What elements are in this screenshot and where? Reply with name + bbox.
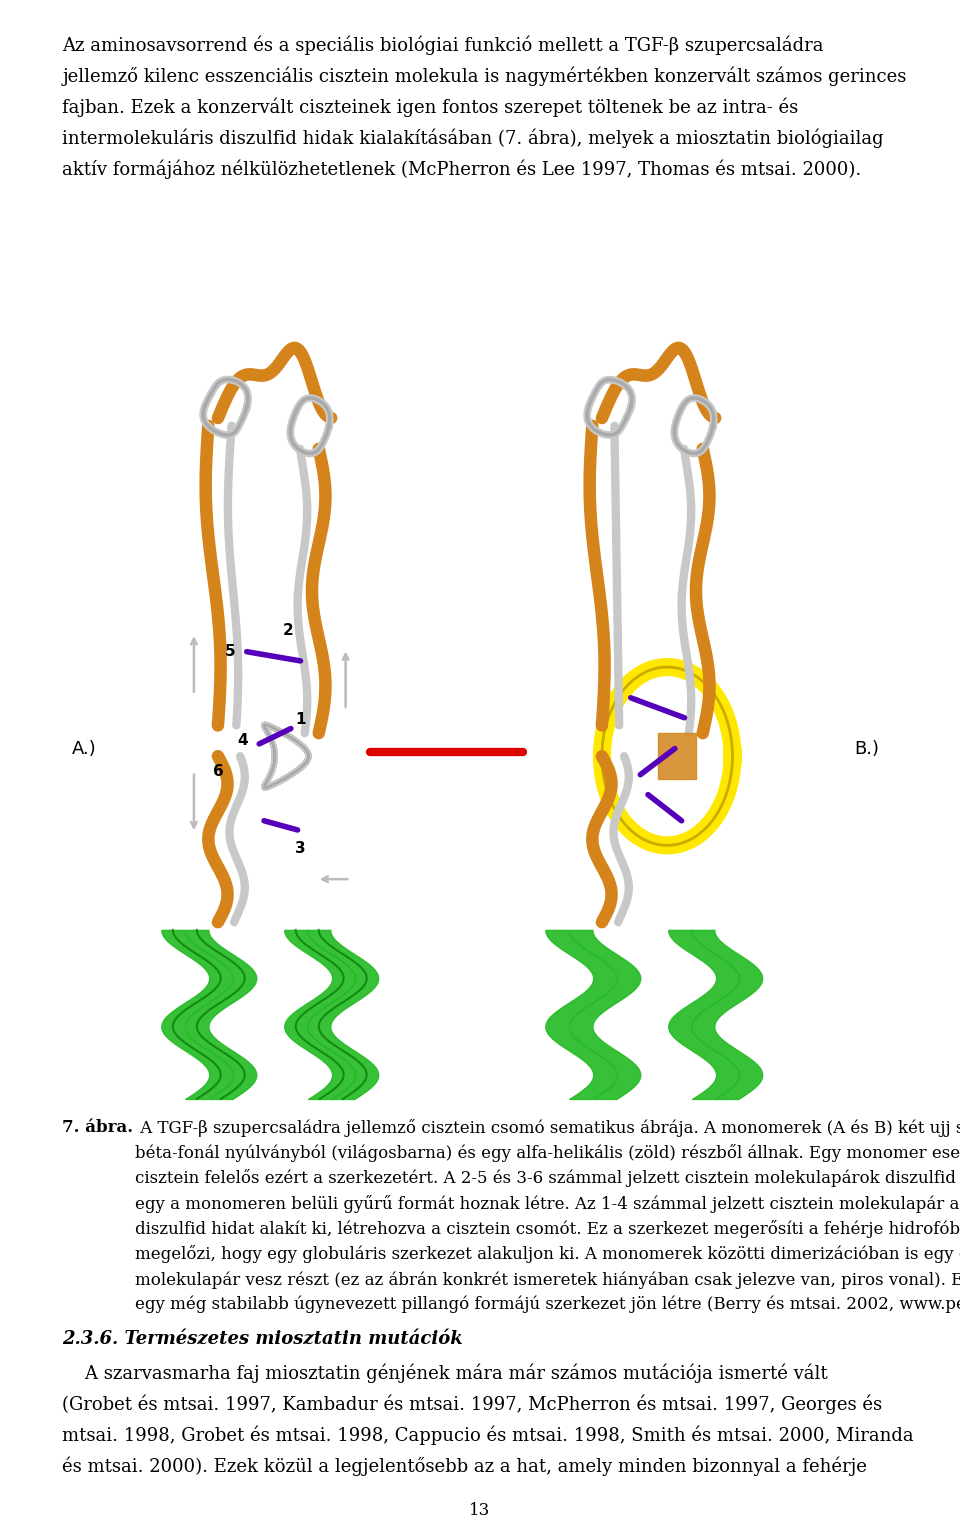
Text: A TGF-β szupercsaládra jellemző cisztein csomó sematikus ábrája. A monomerek (A : A TGF-β szupercsaládra jellemző cisztein… [135, 1119, 960, 1313]
Text: 6: 6 [212, 764, 224, 779]
Text: 2.3.6. Természetes miosztatin mutációk: 2.3.6. Természetes miosztatin mutációk [62, 1330, 463, 1348]
Text: 3: 3 [295, 841, 306, 856]
Text: A.): A.) [72, 739, 97, 758]
Text: 7. ábra.: 7. ábra. [62, 1119, 133, 1136]
Text: 4: 4 [237, 733, 249, 749]
Text: Az aminosavsorrend és a speciális biológiai funkció mellett a TGF-β szupercsalád: Az aminosavsorrend és a speciális biológ… [62, 35, 907, 180]
Text: 13: 13 [469, 1502, 491, 1519]
Text: A szarvasmarha faj miosztatin génjének mára már számos mutációja ismerté vált
(G: A szarvasmarha faj miosztatin génjének m… [62, 1363, 914, 1476]
Text: 1: 1 [296, 712, 305, 727]
Text: 5: 5 [225, 644, 236, 659]
Text: 2: 2 [282, 622, 294, 638]
Text: B.): B.) [854, 739, 879, 758]
